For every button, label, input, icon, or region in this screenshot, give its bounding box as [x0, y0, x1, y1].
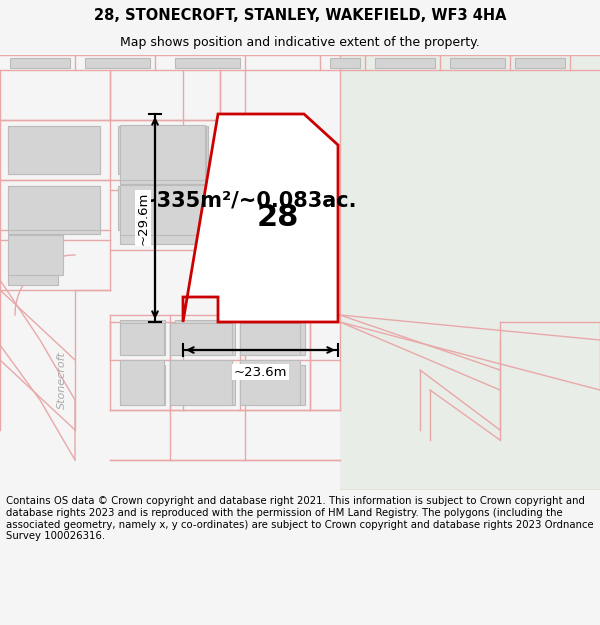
Bar	[120, 365, 165, 405]
Bar	[118, 186, 206, 230]
Bar	[120, 126, 208, 184]
Text: Stonecroft: Stonecroft	[57, 351, 67, 409]
Bar	[175, 365, 235, 405]
Bar	[8, 126, 100, 174]
Text: Contains OS data © Crown copyright and database right 2021. This information is : Contains OS data © Crown copyright and d…	[6, 496, 593, 541]
Bar	[450, 58, 505, 68]
Text: ~29.6m: ~29.6m	[137, 191, 149, 244]
Bar	[240, 360, 300, 405]
Bar	[8, 126, 100, 174]
Bar	[170, 360, 232, 405]
Text: 28, STONECROFT, STANLEY, WAKEFIELD, WF3 4HA: 28, STONECROFT, STANLEY, WAKEFIELD, WF3 …	[94, 8, 506, 23]
Bar	[8, 235, 63, 275]
Bar	[120, 196, 208, 244]
Bar	[175, 58, 240, 68]
Bar	[175, 320, 235, 355]
Bar	[240, 323, 300, 355]
Bar	[170, 323, 232, 355]
Text: ~335m²/~0.083ac.: ~335m²/~0.083ac.	[140, 190, 358, 210]
Bar	[120, 323, 164, 355]
Bar	[10, 58, 70, 68]
Bar	[8, 245, 58, 285]
Text: ~23.6m: ~23.6m	[234, 366, 287, 379]
Bar	[515, 58, 565, 68]
Bar	[250, 320, 305, 355]
Bar	[118, 126, 206, 174]
Bar	[250, 365, 305, 405]
Bar	[85, 58, 150, 68]
Bar	[120, 320, 165, 355]
Text: 28: 28	[257, 204, 299, 232]
Bar	[120, 125, 205, 180]
Bar	[8, 186, 100, 230]
Bar	[120, 360, 164, 405]
Bar	[375, 58, 435, 68]
Bar	[120, 185, 205, 235]
Polygon shape	[183, 114, 338, 322]
Text: Map shows position and indicative extent of the property.: Map shows position and indicative extent…	[120, 36, 480, 49]
Bar	[330, 58, 360, 68]
Bar	[8, 186, 100, 234]
Polygon shape	[340, 55, 600, 490]
